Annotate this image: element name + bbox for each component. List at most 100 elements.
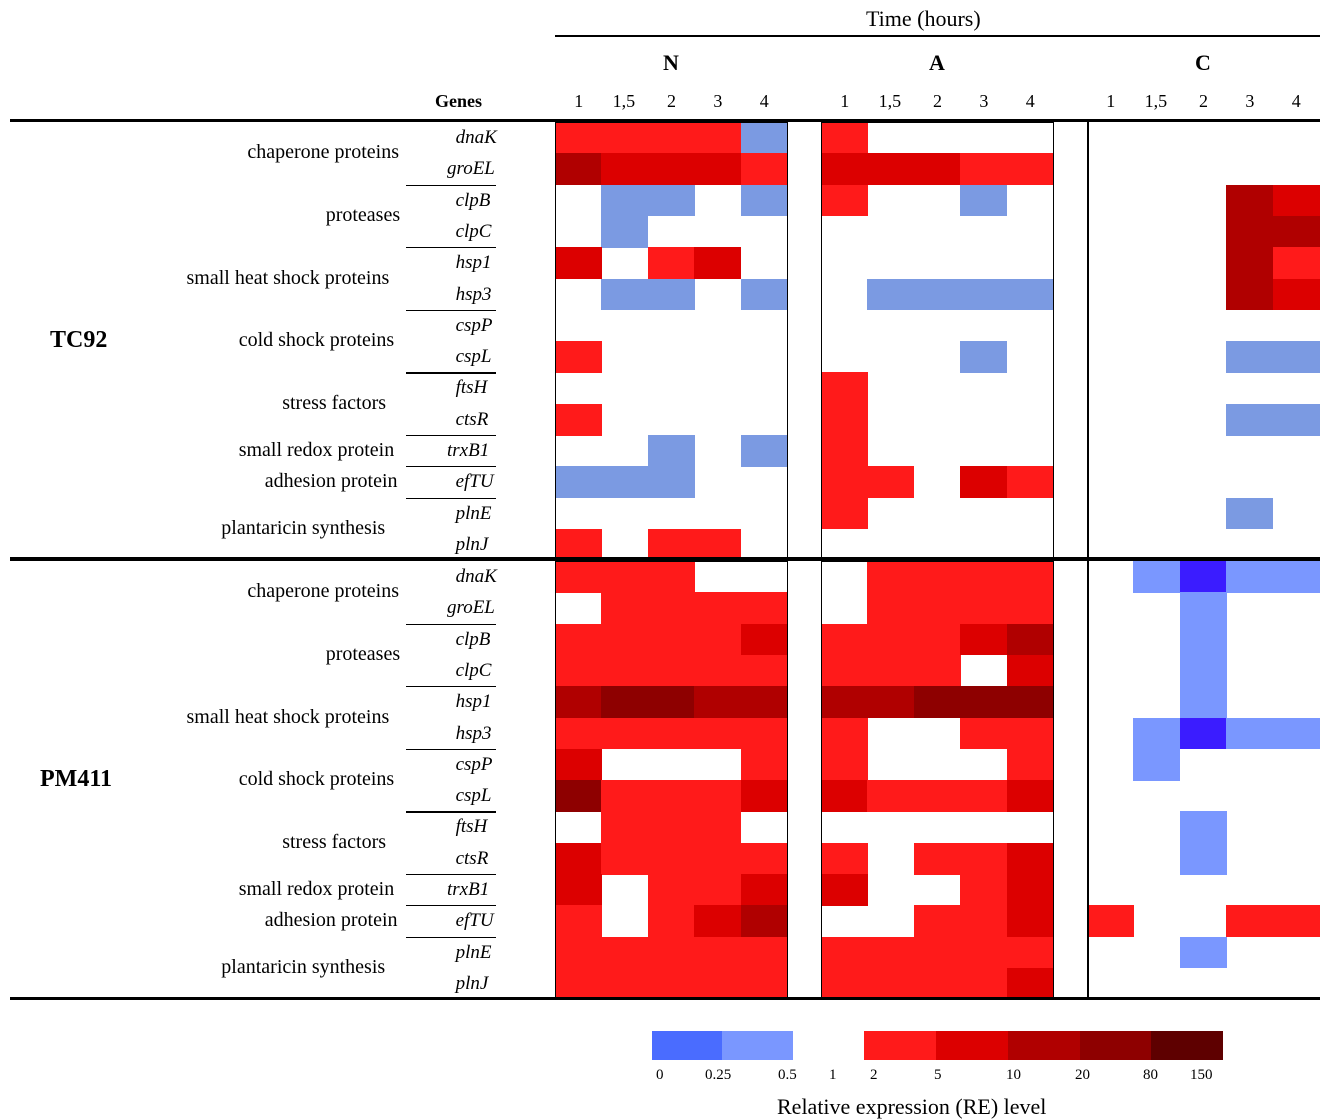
gene-label-efTU: efTU	[455, 471, 494, 493]
heat-cell	[555, 905, 602, 938]
heat-cell	[913, 623, 961, 656]
heat-cell	[694, 811, 742, 844]
heat-cell	[740, 153, 788, 186]
heat-cell	[647, 654, 695, 687]
legend-swatch-down	[722, 1031, 793, 1060]
heat-cell	[821, 874, 868, 906]
gene-label-plnE: plnE	[455, 941, 492, 963]
heat-cell	[694, 686, 742, 719]
legend-tick: 2	[870, 1067, 878, 1083]
heat-cell	[694, 592, 742, 625]
heat-cell	[647, 905, 695, 938]
heat-cell	[601, 717, 649, 750]
timepoint-label: 4	[1291, 91, 1301, 111]
heat-cell	[867, 686, 915, 719]
timepoint-label: 3	[713, 91, 723, 111]
function-label: small redox protein	[238, 877, 395, 900]
function-label: plantaricin synthesis	[221, 516, 386, 539]
heat-cell	[1272, 717, 1320, 750]
title-underline	[555, 35, 1320, 37]
heat-cell	[555, 122, 602, 154]
heat-cell	[1006, 654, 1054, 687]
heat-cell	[1179, 623, 1227, 656]
heat-cell	[694, 122, 742, 154]
heat-cell	[647, 153, 695, 186]
heat-cell	[867, 654, 915, 687]
panel-divider	[1087, 122, 1089, 561]
heat-cell	[694, 528, 742, 561]
heat-cell	[913, 780, 961, 812]
heat-cell	[1272, 247, 1320, 280]
heat-cell	[740, 654, 788, 687]
group-separator	[406, 811, 496, 813]
group-separator	[406, 623, 496, 625]
heat-cell	[555, 466, 602, 499]
gene-label-groEL: groEL	[447, 597, 495, 619]
heat-cell	[913, 967, 961, 1000]
heat-cell	[960, 936, 1008, 969]
heat-cell	[601, 686, 649, 719]
heat-cell	[647, 592, 695, 625]
gene-label-efTU: efTU	[455, 910, 494, 932]
strain-divider	[10, 557, 1320, 561]
group-separator	[406, 905, 496, 907]
genes-header: Genes	[435, 91, 482, 111]
heat-cell	[821, 780, 868, 812]
heat-cell	[1226, 247, 1274, 280]
heat-cell	[740, 967, 788, 1000]
heat-cell	[821, 936, 868, 969]
heat-cell	[555, 247, 602, 280]
heat-cell	[1226, 184, 1274, 217]
gene-label-clpC: clpC	[455, 220, 492, 242]
group-separator	[406, 309, 496, 311]
heat-cell	[601, 623, 649, 656]
legend-tick: 5	[934, 1067, 942, 1083]
heat-cell	[960, 466, 1008, 499]
heat-cell	[601, 184, 649, 217]
heat-cell	[960, 905, 1008, 938]
heat-cell	[821, 466, 868, 499]
heat-cell	[1272, 561, 1320, 593]
heat-cell	[647, 435, 695, 467]
heat-cell	[601, 561, 649, 593]
heat-cell	[1226, 905, 1274, 938]
heat-cell	[1179, 811, 1227, 844]
heat-cell	[555, 874, 602, 906]
heat-cell	[1006, 561, 1054, 593]
group-separator	[406, 497, 496, 499]
heat-cell	[1179, 936, 1227, 969]
gene-label-hsp1: hsp1	[455, 691, 492, 713]
group-separator	[406, 435, 496, 437]
heat-cell	[960, 686, 1008, 719]
heat-cell	[740, 184, 788, 217]
condition-label-C: C	[1195, 50, 1211, 75]
heat-cell	[647, 623, 695, 656]
heat-cell	[1179, 842, 1227, 875]
gene-label-plnE: plnE	[455, 502, 492, 524]
timepoint-label: 1	[1106, 91, 1116, 111]
heat-cell	[694, 780, 742, 812]
legend-swatch-up	[1151, 1031, 1223, 1060]
gene-label-cspP: cspP	[455, 314, 493, 336]
heat-cell	[601, 122, 649, 154]
heat-cell	[601, 278, 649, 311]
gene-label-ctsR: ctsR	[455, 408, 489, 430]
heat-cell	[1006, 686, 1054, 719]
heat-cell	[694, 623, 742, 656]
timepoint-label: 1,5	[612, 91, 636, 111]
heat-cell	[1226, 278, 1274, 311]
gene-label-hsp3: hsp3	[455, 283, 492, 305]
heat-cell	[647, 967, 695, 1000]
gene-label-dnaK: dnaK	[455, 566, 497, 587]
heat-cell	[740, 686, 788, 719]
heat-cell	[555, 967, 602, 1000]
group-separator	[406, 466, 496, 468]
heat-cell	[1133, 748, 1181, 781]
timepoint-label: 4	[759, 91, 769, 111]
heat-cell	[960, 780, 1008, 812]
chart-title: Time (hours)	[866, 6, 981, 31]
heat-cell	[1226, 561, 1274, 593]
group-separator	[406, 247, 496, 249]
heat-cell	[913, 905, 961, 938]
